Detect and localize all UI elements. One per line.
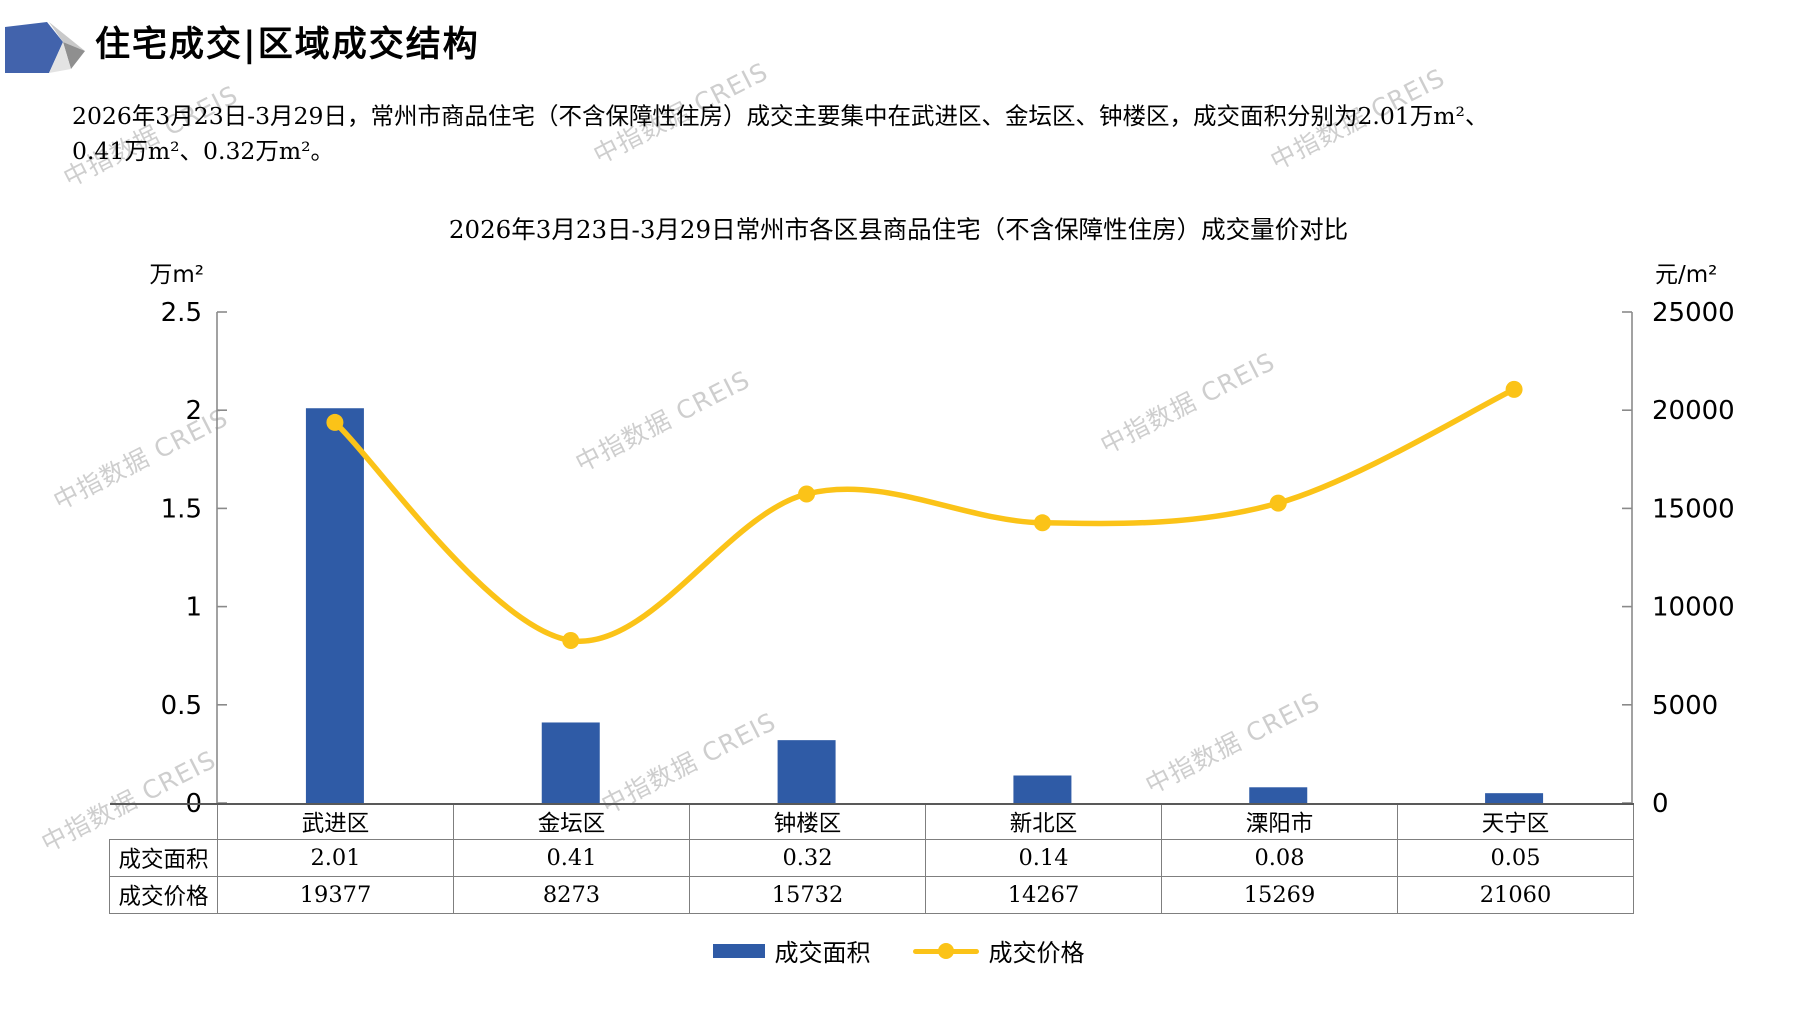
line-point-新北区 <box>1033 514 1051 532</box>
area-value-天宁区: 0.05 <box>1397 839 1634 877</box>
table-corner-cell <box>109 803 218 840</box>
right-tick-label: 25000 <box>1652 298 1735 328</box>
right-tick-label: 0 <box>1652 789 1669 819</box>
price-value-溧阳市: 15269 <box>1161 876 1398 914</box>
left-tick-label: 1.5 <box>161 494 202 524</box>
area-value-武进区: 2.01 <box>217 839 454 877</box>
area-value-新北区: 0.14 <box>925 839 1162 877</box>
chart-title: 2026年3月23日-3月29日常州市各区县商品住宅（不含保障性住房）成交量价对… <box>448 215 1349 244</box>
left-tick-label: 1 <box>185 593 202 623</box>
line-swatch-icon <box>912 942 979 960</box>
line-point-钟楼区 <box>798 485 816 503</box>
legend-label-price: 成交价格 <box>988 939 1085 967</box>
bar-天宁区 <box>1485 793 1544 803</box>
bar-金坛区 <box>541 722 600 803</box>
price-value-金坛区: 8273 <box>453 876 690 914</box>
category-cell-武进区: 武进区 <box>217 803 454 840</box>
category-cell-天宁区: 天宁区 <box>1397 803 1634 840</box>
page-title: 住宅成交|区域成交结构 <box>95 24 480 65</box>
category-cell-钟楼区: 钟楼区 <box>689 803 926 840</box>
summary-line-2: 0.41万m²、0.32万m²。 <box>72 137 335 165</box>
chart-legend: 成交面积 成交价格 <box>0 933 1797 968</box>
row-label-price: 成交价格 <box>109 876 218 914</box>
right-tick-label: 20000 <box>1652 396 1735 426</box>
left-tick-label: 0.5 <box>161 691 202 721</box>
legend-item-price: 成交价格 <box>912 933 1085 968</box>
category-cell-金坛区: 金坛区 <box>453 803 690 840</box>
price-line <box>332 386 1517 644</box>
right-tick-label: 5000 <box>1652 691 1718 721</box>
area-value-金坛区: 0.41 <box>453 839 690 877</box>
area-value-溧阳市: 0.08 <box>1161 839 1398 877</box>
legend-item-area: 成交面积 <box>712 933 871 968</box>
bar-钟楼区 <box>777 740 836 803</box>
brand-logo-icon <box>5 22 85 73</box>
price-value-新北区: 14267 <box>925 876 1162 914</box>
bar-武进区 <box>305 408 364 803</box>
line-point-溧阳市 <box>1269 494 1287 512</box>
left-tick-label: 2.5 <box>161 298 202 328</box>
right-tick-label: 15000 <box>1652 494 1735 524</box>
area-value-钟楼区: 0.32 <box>689 839 926 877</box>
legend-label-area: 成交面积 <box>774 939 871 967</box>
right-axis-unit: 元/m² <box>1655 262 1717 288</box>
summary-paragraph: 2026年3月23日-3月29日，常州市商品住宅（不含保障性住房）成交主要集中在… <box>72 99 1772 169</box>
bar-溧阳市 <box>1249 787 1308 803</box>
line-point-金坛区 <box>562 632 580 650</box>
price-value-钟楼区: 15732 <box>689 876 926 914</box>
category-cell-溧阳市: 溧阳市 <box>1161 803 1398 840</box>
price-value-天宁区: 21060 <box>1397 876 1634 914</box>
bar-新北区 <box>1013 775 1072 803</box>
right-tick-label: 10000 <box>1652 593 1735 623</box>
left-tick-label: 2 <box>185 396 202 426</box>
bar-swatch-icon <box>712 943 765 958</box>
left-axis-unit: 万m² <box>149 262 204 288</box>
price-value-武进区: 19377 <box>217 876 454 914</box>
summary-line-1: 2026年3月23日-3月29日，常州市商品住宅（不含保障性住房）成交主要集中在… <box>72 102 1489 130</box>
row-label-area: 成交面积 <box>109 839 218 877</box>
chart-data-table: 武进区 金坛区 钟楼区 新北区 溧阳市 天宁区 成交面积 2.01 0.41 0.32 0.14 0.… <box>109 803 1634 914</box>
line-point-天宁区 <box>1505 380 1523 398</box>
line-point-武进区 <box>326 413 344 431</box>
category-cell-新北区: 新北区 <box>925 803 1162 840</box>
